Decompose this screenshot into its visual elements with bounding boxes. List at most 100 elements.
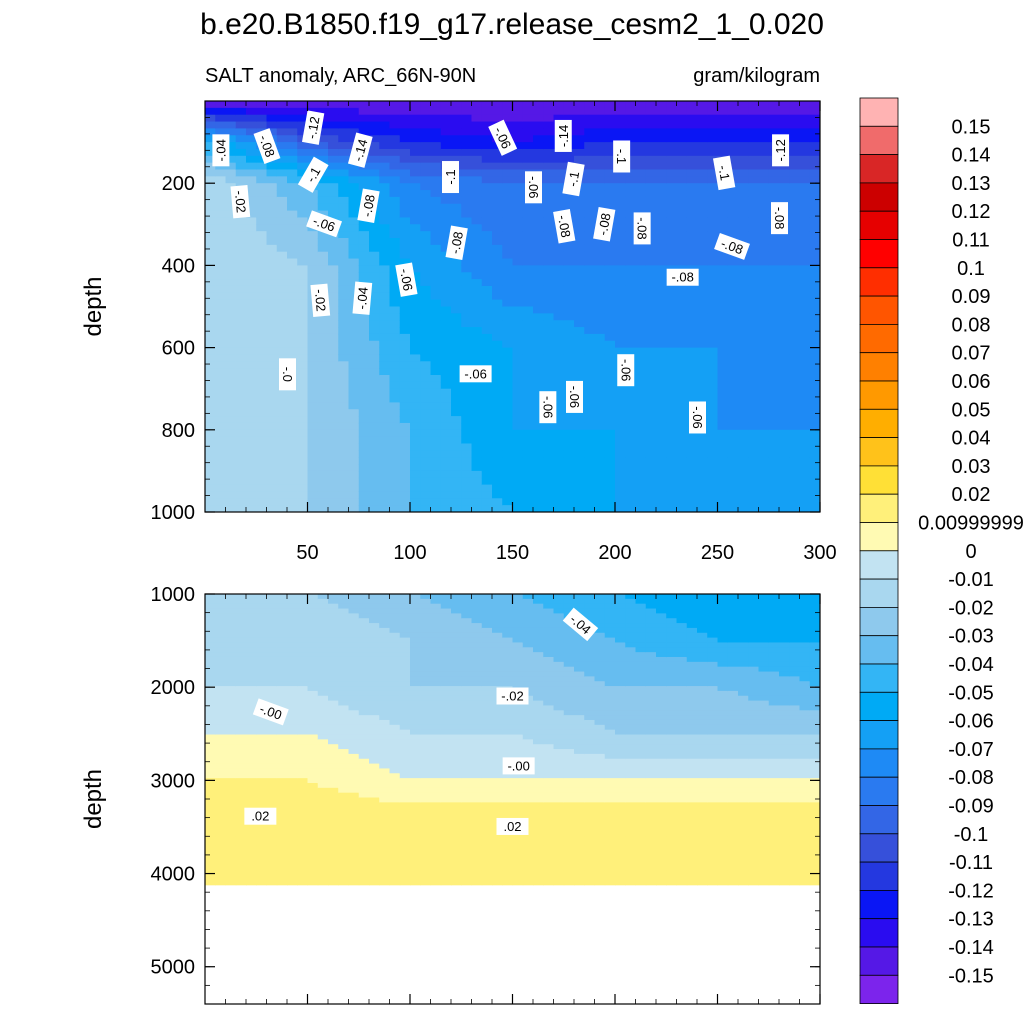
contour-cell: [430, 279, 442, 287]
contour-cell: [266, 217, 278, 225]
contour-cell: [297, 272, 309, 280]
contour-cell: [543, 477, 555, 486]
contour-cell: [256, 299, 268, 308]
contour-cell: [410, 450, 421, 458]
contour-cell: [297, 855, 309, 862]
contour-cell: [389, 443, 401, 451]
contour-cell: [276, 661, 288, 668]
contour-cell: [317, 763, 329, 770]
contour-cell: [656, 258, 667, 266]
contour-cell: [492, 470, 503, 479]
contour-cell: [471, 409, 483, 417]
contour-cell: [256, 292, 268, 301]
contour-cell: [287, 821, 298, 828]
contour-cell: [389, 477, 401, 486]
contour-cell: [317, 695, 329, 702]
contour-cell: [256, 429, 268, 438]
contour-cell: [358, 787, 370, 794]
contour-cell: [584, 285, 596, 294]
contour-cell: [358, 608, 370, 614]
contour-cell: [399, 608, 411, 614]
contour-cell: [348, 347, 360, 356]
contour-cell: [389, 802, 401, 808]
contour-cell: [440, 299, 452, 308]
contour-cell: [307, 320, 319, 328]
contour-cell: [758, 470, 770, 479]
contour-cell: [205, 753, 216, 760]
contour-cell: [379, 491, 391, 499]
contour-cell: [574, 299, 585, 308]
contour-cell: [430, 135, 442, 143]
contour-cell: [543, 368, 555, 376]
contour-cell: [399, 429, 411, 438]
contour-cell: [604, 505, 616, 512]
contour-cell: [502, 464, 514, 472]
contour-cell: [594, 190, 606, 198]
contour-cell: [276, 860, 288, 866]
contour-label-text: -.08: [359, 193, 378, 218]
contour-cell: [440, 114, 452, 123]
contour-cell: [451, 107, 462, 116]
contour-cell: [389, 661, 401, 668]
contour-cell: [246, 135, 257, 143]
contour-cell: [604, 313, 616, 321]
contour-cell: [256, 681, 268, 687]
contour-label-text: -.06: [526, 176, 541, 198]
contour-cell: [235, 142, 247, 150]
contour-cell: [369, 279, 380, 287]
contour-cell: [533, 327, 544, 335]
contour-cell: [789, 285, 801, 294]
contour-cell: [235, 251, 247, 260]
contour-cell: [410, 162, 421, 171]
contour-cell: [369, 792, 380, 799]
contour-cell: [256, 409, 268, 417]
contour-cell: [738, 313, 749, 321]
contour-cell: [338, 361, 350, 369]
contour-cell: [512, 470, 524, 479]
contour-cell: [635, 464, 647, 472]
contour-cell: [389, 107, 401, 116]
contour-cell: [758, 101, 770, 109]
contour-cell: [635, 422, 647, 431]
contour-cell: [338, 695, 350, 702]
contour-cell: [297, 464, 309, 472]
contour-cell: [779, 381, 790, 390]
contour-cell: [246, 422, 257, 431]
contour-cell: [389, 623, 401, 629]
contour-cell: [225, 155, 237, 164]
contour-cell: [287, 797, 298, 803]
contour-cell: [666, 381, 678, 390]
contour-cell: [758, 327, 770, 335]
contour-cell: [297, 734, 309, 740]
contour-cell: [635, 176, 647, 184]
contour-cell: [779, 258, 790, 266]
contour-cell: [379, 724, 391, 731]
contour-cell: [502, 395, 514, 403]
contour-cell: [287, 739, 298, 745]
contour-cell: [717, 313, 729, 321]
contour-label-text: -.0: [280, 367, 295, 382]
contour-cell: [338, 402, 350, 410]
contour-cell: [604, 183, 616, 191]
contour-cell: [246, 773, 257, 779]
contour-cell: [348, 272, 360, 280]
contour-cell: [574, 292, 585, 301]
contour-cell: [297, 320, 309, 328]
contour-cell: [553, 299, 565, 308]
contour-cell: [502, 101, 514, 109]
contour-cell: [379, 265, 391, 273]
contour-cell: [276, 210, 288, 219]
contour-cell: [440, 265, 452, 273]
contour-cell: [225, 618, 237, 624]
contour-label-text: -.1: [614, 149, 629, 164]
contour-cell: [256, 176, 268, 184]
contour-cell: [379, 162, 391, 171]
contour-cell: [389, 306, 401, 314]
contour-cell: [697, 196, 708, 205]
contour-cell: [686, 340, 698, 349]
contour-cell: [358, 395, 370, 403]
contour-cell: [358, 879, 370, 886]
contour-cell: [348, 724, 360, 731]
contour-cell: [235, 676, 247, 682]
